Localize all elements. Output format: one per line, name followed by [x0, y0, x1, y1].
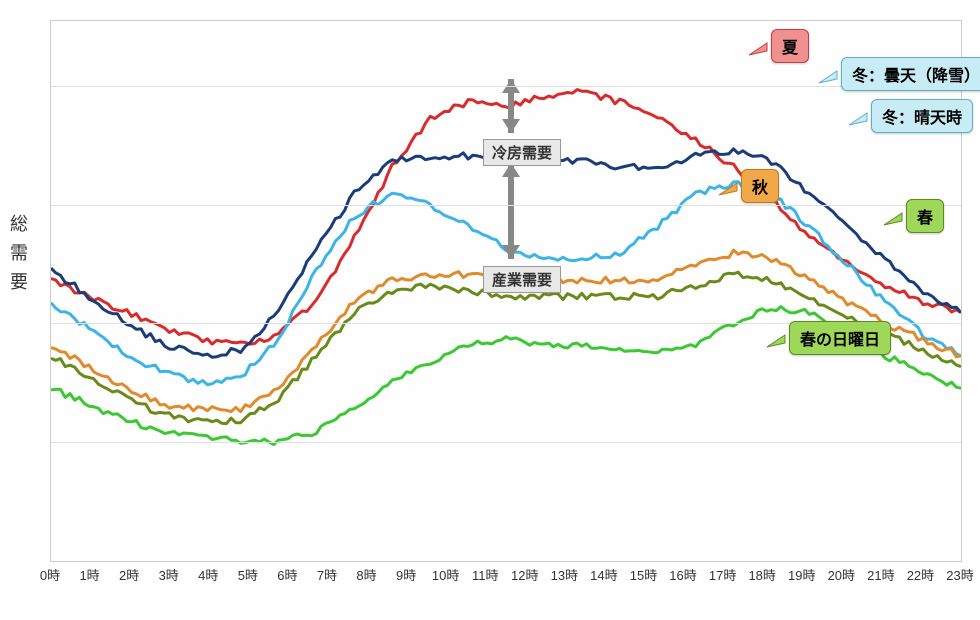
- demand-chart: 総 需 要 冷房需要産業需要夏冬：曇天（降雪）冬：晴天時秋春春の日曜日 0時1時…: [10, 10, 970, 610]
- x-tick: 3時: [159, 565, 179, 584]
- x-tick: 9時: [396, 565, 416, 584]
- x-tick: 6時: [277, 565, 297, 584]
- annotation-box: 冷房需要: [483, 139, 561, 166]
- x-tick: 20時: [828, 565, 855, 584]
- x-tick: 21時: [867, 565, 894, 584]
- callout-winter-clear: 冬：晴天時: [871, 99, 973, 133]
- x-tick: 7時: [317, 565, 337, 584]
- x-tick: 22時: [907, 565, 934, 584]
- x-tick: 17時: [709, 565, 736, 584]
- x-tick: 8時: [356, 565, 376, 584]
- x-tick: 0時: [40, 565, 60, 584]
- x-tick: 4時: [198, 565, 218, 584]
- annotation-box: 産業需要: [483, 266, 561, 293]
- plot-area: 冷房需要産業需要夏冬：曇天（降雪）冬：晴天時秋春春の日曜日: [50, 20, 962, 562]
- x-tick: 2時: [119, 565, 139, 584]
- callout-tail: [767, 335, 785, 347]
- x-tick: 5時: [238, 565, 258, 584]
- callout-tail: [749, 43, 767, 55]
- x-tick: 13時: [551, 565, 578, 584]
- callout-tail: [819, 71, 837, 83]
- x-tick: 1時: [79, 565, 99, 584]
- x-tick: 15時: [630, 565, 657, 584]
- gridline: [51, 442, 961, 443]
- callout-tail: [719, 183, 737, 195]
- callout-summer: 夏: [771, 29, 809, 63]
- x-tick: 23時: [946, 565, 973, 584]
- y-axis-label: 総 需 要: [10, 210, 28, 296]
- callout-tail: [884, 213, 902, 225]
- x-tick: 11時: [472, 565, 499, 584]
- x-tick: 16時: [669, 565, 696, 584]
- x-tick: 10時: [432, 565, 459, 584]
- x-tick: 14時: [590, 565, 617, 584]
- callout-tail: [849, 113, 867, 125]
- gridline: [51, 86, 961, 87]
- gridline: [51, 205, 961, 206]
- x-tick: 12時: [511, 565, 538, 584]
- x-tick: 19時: [788, 565, 815, 584]
- callout-autumn: 秋: [741, 169, 779, 203]
- arrow: [502, 163, 520, 259]
- x-tick: 18時: [748, 565, 775, 584]
- callout-winter-cloudy: 冬：曇天（降雪）: [841, 57, 980, 91]
- callout-spring: 春: [906, 199, 944, 233]
- callout-spring-sunday: 春の日曜日: [789, 321, 891, 355]
